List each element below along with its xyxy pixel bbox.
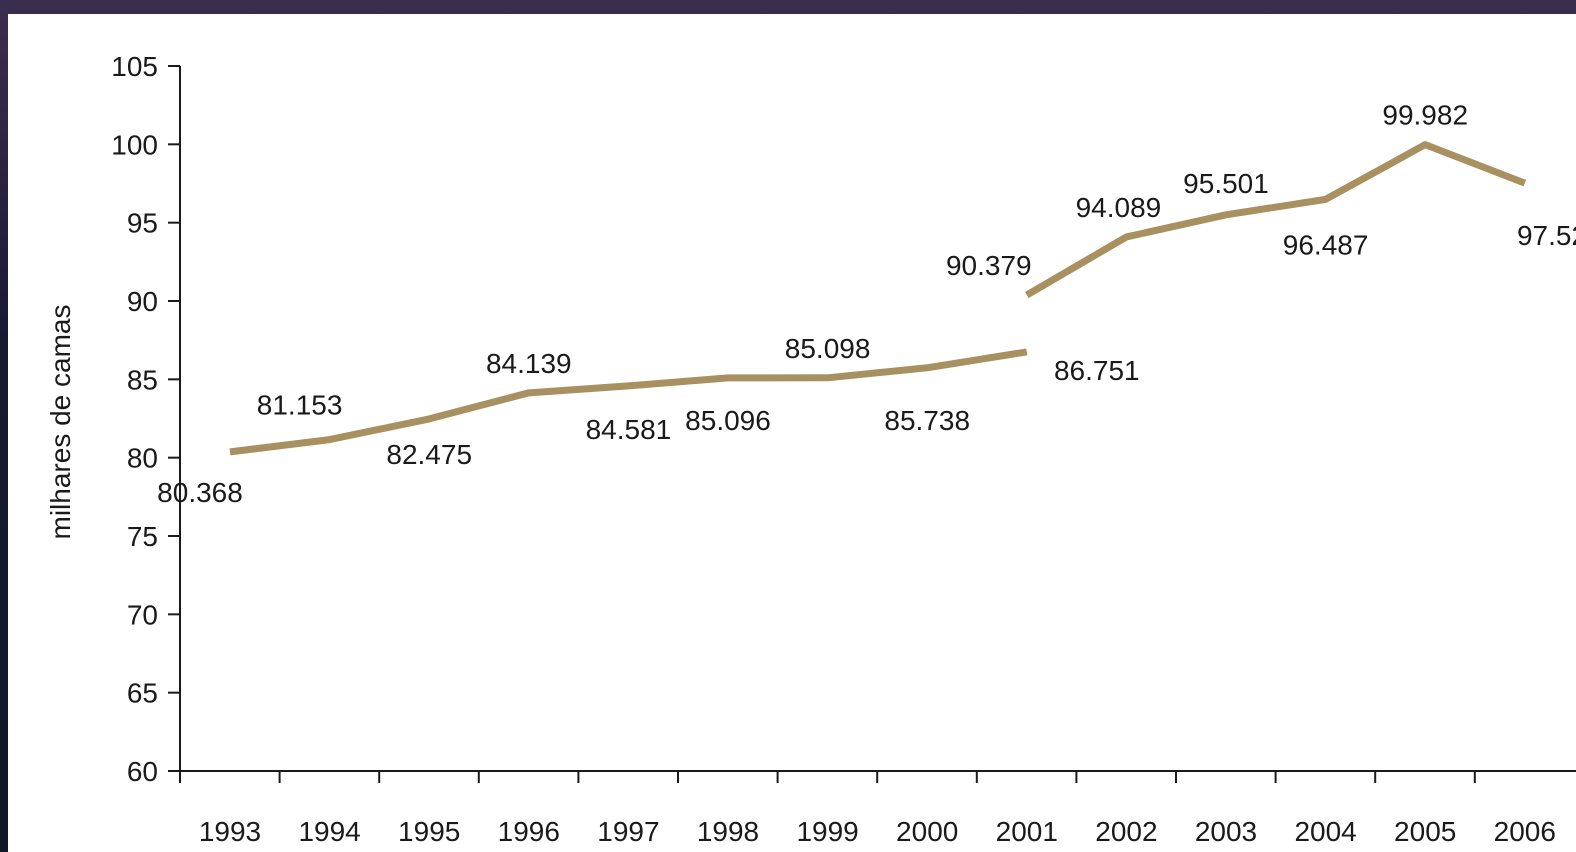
x-tick-label: 1997	[597, 816, 659, 847]
data-label: 85.098	[785, 333, 871, 364]
data-label: 94.089	[1076, 192, 1162, 223]
chart-panel: 60 65 70 75 80 85 90 95 100 105 1993 1994 1995 1996 19…	[8, 14, 1576, 852]
data-label: 80.368	[157, 477, 243, 508]
y-tick-label: 75	[127, 521, 158, 552]
x-tick-label: 2005	[1394, 816, 1456, 847]
data-label: 90.379	[946, 250, 1032, 281]
x-tick-label: 1998	[697, 816, 759, 847]
data-label: 85.738	[884, 405, 970, 436]
x-tick-label: 2000	[896, 816, 958, 847]
y-tick-label: 85	[127, 364, 158, 395]
data-label: 82.475	[386, 439, 472, 470]
x-tick-label: 2002	[1095, 816, 1157, 847]
y-tick-label: 65	[127, 678, 158, 709]
y-tick-label: 105	[111, 51, 158, 82]
y-axis-title: milhares de camas	[45, 305, 76, 540]
data-label: 97.524	[1517, 220, 1576, 251]
data-label: 99.982	[1382, 100, 1468, 131]
data-label: 84.139	[486, 348, 572, 379]
x-tick-label: 1999	[796, 816, 858, 847]
y-tick-label: 95	[127, 208, 158, 239]
data-label: 81.153	[257, 390, 343, 421]
y-tick-label: 60	[127, 756, 158, 787]
series-line-segment	[1025, 141, 1527, 299]
x-tick-label: 1995	[398, 816, 460, 847]
x-tick-label: 2006	[1494, 816, 1556, 847]
data-label: 86.751	[1054, 355, 1140, 386]
data-label: 85.096	[685, 405, 771, 436]
x-tick-label: 1994	[298, 816, 360, 847]
x-tick-label: 1996	[498, 816, 560, 847]
y-tick-label: 100	[111, 129, 158, 160]
series-line-segment	[229, 348, 1028, 456]
data-label: 95.501	[1183, 168, 1269, 199]
x-tick-label: 1993	[199, 816, 261, 847]
x-tick-label: 2003	[1195, 816, 1257, 847]
y-tick-label: 80	[127, 443, 158, 474]
x-tick-label: 2004	[1294, 816, 1356, 847]
y-tick-label: 70	[127, 599, 158, 630]
x-tick-label: 2001	[996, 816, 1058, 847]
data-label: 96.487	[1283, 229, 1369, 260]
y-tick-label: 90	[127, 286, 158, 317]
line-chart: 60 65 70 75 80 85 90 95 100 105 1993 1994 1995 1996 19…	[45, 51, 1576, 847]
data-label: 84.581	[586, 414, 672, 445]
